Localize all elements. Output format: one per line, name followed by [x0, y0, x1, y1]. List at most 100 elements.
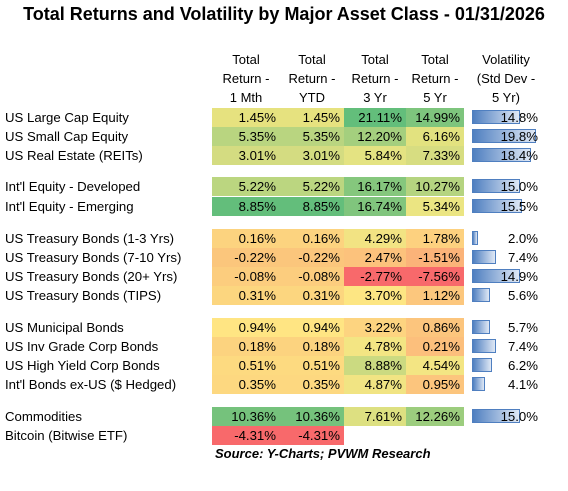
return-cell-ytd: 3.01%: [280, 146, 344, 165]
volatility-value: 15.0%: [500, 179, 538, 194]
asset-class-label: US Treasury Bonds (20+ Yrs): [5, 269, 178, 284]
asset-class-label: Int'l Equity - Developed: [5, 179, 141, 194]
header-return-3yr: Total Return - 3 Yr: [351, 52, 399, 105]
return-cell-m1: 10.36%: [212, 407, 280, 426]
return-cell-m1: 3.01%: [212, 146, 280, 165]
return-cell-y3: 4.87%: [344, 375, 406, 394]
table-row: US Municipal Bonds 0.94% 0.94% 3.22% 0.86% 5.…: [0, 318, 568, 337]
return-cell-m1: 8.85%: [212, 197, 280, 216]
volatility-cell: 5.6%: [470, 286, 538, 305]
volatility-value: 15.0%: [500, 409, 538, 424]
return-cell-y5: 6.16%: [406, 127, 464, 146]
return-cell-ytd: 10.36%: [280, 407, 344, 426]
return-cell-m1: 0.35%: [212, 375, 280, 394]
return-cell-y5: 4.54%: [406, 356, 464, 375]
asset-class-label: US Municipal Bonds: [5, 320, 124, 335]
return-cell-y3: 7.61%: [344, 407, 406, 426]
return-cell-y5: -7.56%: [406, 267, 464, 286]
return-cell-y5: 0.21%: [406, 337, 464, 356]
return-cell-y5: 14.99%: [406, 108, 464, 127]
volatility-cell: 6.2%: [470, 356, 538, 375]
volatility-cell: 15.5%: [470, 197, 538, 216]
asset-class-label: Int'l Bonds ex-US ($ Hedged): [5, 377, 177, 392]
asset-class-label: US High Yield Corp Bonds: [5, 358, 160, 373]
return-cell-ytd: -0.22%: [280, 248, 344, 267]
volatility-bar: [472, 320, 490, 334]
asset-class-label: US Inv Grade Corp Bonds: [5, 339, 159, 354]
table-row: US Treasury Bonds (1-3 Yrs) 0.16% 0.16% 4.2…: [0, 229, 568, 248]
volatility-bar: [472, 199, 522, 213]
volatility-bar: [472, 339, 496, 353]
volatility-bar: [472, 358, 492, 372]
return-cell-y3: 16.17%: [344, 177, 406, 196]
return-cell-m1: 5.22%: [212, 177, 280, 196]
volatility-value: 4.1%: [507, 377, 538, 392]
return-cell-m1: 0.94%: [212, 318, 280, 337]
table-row: US Treasury Bonds (TIPS) 0.31% 0.31% 3.70% 1…: [0, 286, 568, 305]
table-row: Commodities 10.36% 10.36% 7.61% 12.26% 15.0%: [0, 407, 568, 426]
volatility-cell: 15.0%: [470, 177, 538, 196]
return-cell-y3: [344, 426, 406, 445]
volatility-cell: 14.8%: [470, 108, 538, 127]
volatility-cell: 18.4%: [470, 146, 538, 165]
volatility-value: 19.8%: [500, 129, 538, 144]
volatility-value: 7.4%: [507, 339, 538, 354]
asset-class-label: Commodities: [5, 409, 82, 424]
volatility-bar: [472, 179, 520, 193]
return-cell-y5: -1.51%: [406, 248, 464, 267]
asset-class-label: Int'l Equity - Emerging: [5, 199, 134, 214]
return-cell-ytd: 0.94%: [280, 318, 344, 337]
volatility-value: 6.2%: [507, 358, 538, 373]
header-return-ytd: Total Return - YTD: [288, 52, 336, 105]
return-cell-m1: 0.31%: [212, 286, 280, 305]
return-cell-m1: 1.45%: [212, 108, 280, 127]
return-cell-y3: 12.20%: [344, 127, 406, 146]
table-row: Int'l Bonds ex-US ($ Hedged) 0.35% 0.35% 4.…: [0, 375, 568, 394]
table-row: US Real Estate (REITs) 3.01% 3.01% 5.84% 7.3…: [0, 146, 568, 165]
table-row: Int'l Equity - Emerging 8.85% 8.85% 16.74% 5…: [0, 197, 568, 216]
asset-class-label: US Treasury Bonds (1-3 Yrs): [5, 231, 175, 246]
return-cell-y5: 0.95%: [406, 375, 464, 394]
return-cell-y3: 2.47%: [344, 248, 406, 267]
return-cell-y3: 4.78%: [344, 337, 406, 356]
volatility-bar: [472, 269, 520, 283]
table-row: US Large Cap Equity 1.45% 1.45% 21.11% 14.99…: [0, 108, 568, 127]
asset-class-label: US Real Estate (REITs): [5, 148, 143, 163]
return-cell-ytd: 5.22%: [280, 177, 344, 196]
return-cell-y5: [406, 426, 464, 445]
return-cell-y3: -2.77%: [344, 267, 406, 286]
return-cell-m1: -4.31%: [212, 426, 280, 445]
table-row: US High Yield Corp Bonds 0.51% 0.51% 8.88% 4…: [0, 356, 568, 375]
return-cell-y3: 3.70%: [344, 286, 406, 305]
table-row: US Treasury Bonds (20+ Yrs) -0.08% -0.08% -…: [0, 267, 568, 286]
volatility-bar: [472, 409, 520, 423]
volatility-cell: 4.1%: [470, 375, 538, 394]
volatility-cell: 7.4%: [470, 248, 538, 267]
volatility-value: 2.0%: [507, 231, 538, 246]
asset-class-label: US Treasury Bonds (7-10 Yrs): [5, 250, 182, 265]
return-cell-y5: 5.34%: [406, 197, 464, 216]
return-cell-ytd: -4.31%: [280, 426, 344, 445]
volatility-bar: [472, 110, 520, 124]
asset-class-label: Bitcoin (Bitwise ETF): [5, 428, 128, 443]
table-row: US Treasury Bonds (7-10 Yrs) -0.22% -0.22%…: [0, 248, 568, 267]
return-cell-y5: 1.12%: [406, 286, 464, 305]
return-cell-m1: 0.51%: [212, 356, 280, 375]
volatility-bar: [472, 377, 485, 391]
return-cell-m1: 5.35%: [212, 127, 280, 146]
volatility-bar: [472, 148, 531, 162]
return-cell-y3: 3.22%: [344, 318, 406, 337]
volatility-cell: 2.0%: [470, 229, 538, 248]
table-row: US Inv Grade Corp Bonds 0.18% 0.18% 4.78% 0.…: [0, 337, 568, 356]
table-row: US Small Cap Equity 5.35% 5.35% 12.20% 6.16%…: [0, 127, 568, 146]
return-cell-y3: 4.29%: [344, 229, 406, 248]
volatility-value: 5.6%: [507, 288, 538, 303]
volatility-bar: [472, 231, 478, 245]
volatility-value: 14.9%: [500, 269, 538, 284]
volatility-value: 14.8%: [500, 110, 538, 125]
return-cell-ytd: 1.45%: [280, 108, 344, 127]
return-cell-ytd: 5.35%: [280, 127, 344, 146]
return-cell-m1: 0.18%: [212, 337, 280, 356]
return-cell-y3: 5.84%: [344, 146, 406, 165]
return-cell-y5: 12.26%: [406, 407, 464, 426]
